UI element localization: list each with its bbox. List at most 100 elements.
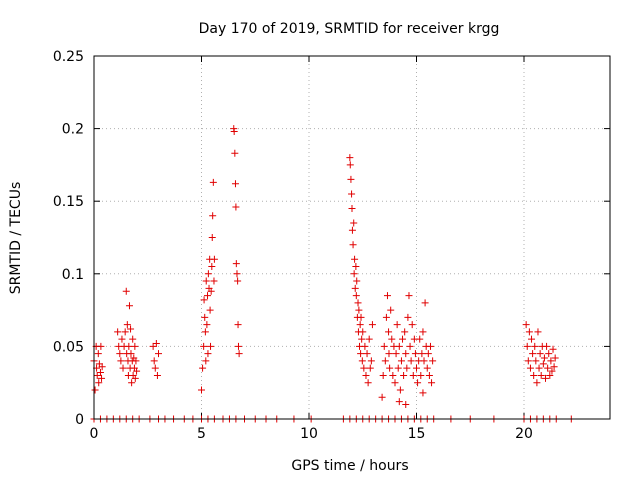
data-point-marker [349,241,357,249]
x-tick-label: 20 [515,426,533,442]
y-axis-label: SRMTID / TECUs [8,182,24,295]
data-point-marker [528,335,536,343]
data-point-marker [121,328,129,336]
x-axis-label: GPS time / hours [291,458,408,474]
data-point-marker [232,260,240,268]
axis-tick-labels: 0 5 10 15 20 0 0.05 0.1 0.15 0.2 0.25 [53,49,533,442]
data-point-marker [405,292,413,300]
data-point-marker [208,234,216,241]
data-point-marker [381,357,389,365]
data-point-marker [397,357,405,365]
y-tick-label: 0 [75,412,84,428]
data-point-marker [525,328,533,336]
data-point-marker [200,342,208,350]
data-point-marker [426,342,434,350]
data-point-marker [388,335,396,343]
data-point-marker [531,342,539,350]
data-point-marker [133,367,141,375]
data-point-marker [389,371,397,379]
data-point-marker [209,212,217,220]
data-point-marker [361,342,369,350]
data-point-marker [425,371,433,379]
data-point-marker [95,379,103,387]
data-point-marker [534,328,542,336]
data-point-marker [416,335,424,343]
data-point-marker [386,364,394,372]
data-point-marker [535,364,543,372]
data-point-marker [235,350,243,358]
data-point-marker [522,321,530,329]
x-tick-label: 0 [90,426,99,442]
data-point-marker [395,342,403,350]
data-point-marker [546,371,554,379]
data-point-marker [204,292,212,300]
data-point-marker [210,255,218,263]
data-point-marker [548,367,556,375]
data-point-marker [545,350,553,358]
data-point-marker [98,363,106,371]
data-point-marker [360,364,368,372]
data-point-marker [125,342,133,350]
data-point-marker [149,342,157,350]
data-point-marker [231,180,239,188]
x-tick-label: 5 [197,426,206,442]
data-point-marker [116,350,124,358]
data-point-marker [428,379,436,387]
data-point-marker [414,379,422,387]
x-tick-label: 15 [408,426,426,442]
data-point-marker [413,364,420,372]
data-point-marker [547,357,555,365]
data-point-marker [350,219,358,227]
data-point-marker [123,321,131,329]
data-point-marker [234,321,242,329]
data-point-marker [346,161,354,169]
data-point-marker [537,371,545,379]
data-point-marker [150,357,158,365]
data-point-marker [533,379,541,387]
data-point-marker [419,328,427,336]
data-point-marker [542,374,549,382]
data-point-marker [206,306,214,314]
data-point-marker [423,364,431,372]
y-tick-label: 0.25 [53,49,84,65]
data-point-marker [347,175,355,183]
data-point-marker [355,306,363,314]
data-point-marker [529,350,537,358]
data-point-marker [202,277,210,285]
data-point-marker [153,371,161,379]
data-point-marker [117,357,125,365]
data-point-marker [359,328,367,336]
data-point-marker [420,357,428,365]
data-point-marker [202,357,210,365]
data-point-marker [127,325,135,333]
data-point-marker [114,328,122,336]
data-point-marker [234,342,242,350]
data-point-marker [207,287,215,295]
data-point-marker [129,335,137,343]
y-tick-label: 0.15 [53,194,84,210]
data-point-marker [393,321,401,329]
data-point-marker [210,277,218,285]
data-point-marker [364,379,372,387]
data-point-marker [367,357,375,365]
grid-lines [94,56,610,419]
data-point-marker [353,277,361,285]
data-point-marker [417,371,425,379]
y-tick-label: 0.1 [62,267,84,283]
data-point-marker [523,342,531,350]
data-point-marker [351,284,359,292]
data-point-marker [91,386,99,394]
data-point-marker [351,255,359,263]
chart-title: Day 170 of 2019, SRMTID for receiver krg… [199,21,500,37]
data-point-marker [204,350,212,358]
data-point-marker [94,350,102,358]
data-point-marker [232,203,240,211]
data-point-marker [526,364,534,372]
data-point-marker [203,321,211,329]
data-point-marker [402,400,410,408]
data-point-marker [155,350,162,358]
data-point-marker [357,350,365,358]
data-point-marker [365,335,373,343]
data-point-marker [358,335,366,343]
data-point-marker [530,371,538,379]
